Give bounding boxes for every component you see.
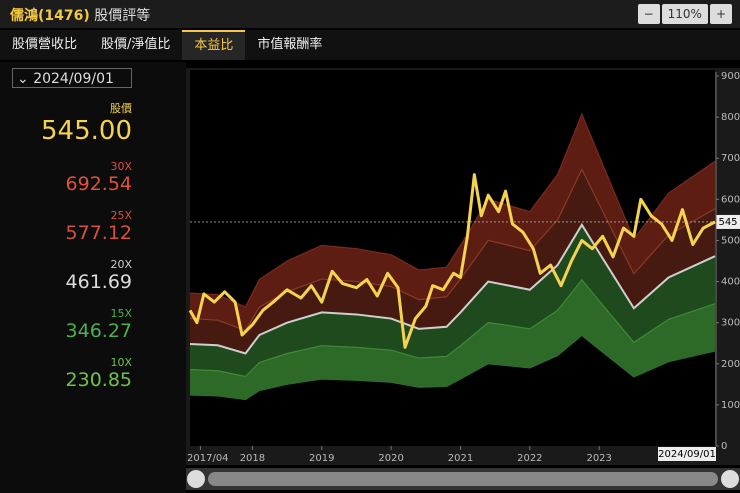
tab[interactable]: 市值報酬率 — [257, 37, 323, 52]
band-fill — [190, 169, 715, 354]
item-value: 461.69 — [65, 271, 132, 293]
price-tag — [716, 214, 740, 229]
sidebar: ⌄ 2024/09/01 股價 545.00 30X 692.54 25X 577.12 2… — [0, 62, 186, 493]
y-tick-label: 800 — [721, 112, 740, 123]
price-line — [188, 173, 716, 349]
scroll-left[interactable] — [187, 470, 205, 488]
x-tick-label: 2017/04 — [187, 453, 229, 464]
item-label: 20X — [110, 258, 132, 271]
tab[interactable]: 股價營收比 — [12, 37, 78, 52]
item-label: 15X — [110, 307, 132, 320]
stock-name: 儒鴻(1476) — [10, 8, 90, 24]
y-tick-label: 100 — [721, 400, 740, 411]
price-item: 20X 461.69 — [66, 258, 132, 293]
item-label: 25X — [110, 209, 132, 222]
zoom-in[interactable]: + — [709, 4, 732, 24]
header: 儒鴻(1476) 股價評等 −110% + — [0, 0, 740, 28]
zoom-level: 110% — [661, 4, 708, 24]
zoom: −110% + — [637, 4, 732, 24]
y-tick-label: 700 — [721, 153, 740, 164]
chart: 545 0 100 200 300 400 500 600 700 800 900 2017/04 20… — [186, 68, 740, 490]
item-label: 股價 — [110, 102, 132, 115]
item-value: 346.27 — [65, 320, 132, 342]
scroll-thumb[interactable] — [208, 472, 718, 486]
scroll-right[interactable] — [721, 470, 739, 488]
band-fill — [190, 114, 715, 331]
price-item: 10X 230.85 — [66, 356, 132, 391]
y-tick-label: 500 — [721, 235, 740, 246]
y-tick-label: 900 — [721, 71, 740, 82]
band-line — [189, 278, 716, 378]
x-tick-label: 2020 — [378, 453, 403, 464]
zoom-out[interactable]: − — [637, 4, 660, 24]
title-row: 儒鴻(1476) 股價評等 — [10, 5, 150, 25]
price-tag-label: 545 — [718, 217, 737, 228]
tab[interactable]: 本益比 — [182, 30, 246, 60]
y-tick-label: 300 — [721, 318, 740, 329]
band-fill — [190, 224, 715, 377]
x-tick-label: 2021 — [448, 453, 473, 464]
item-label: 30X — [110, 160, 132, 173]
band-line — [189, 334, 716, 401]
band-fill — [190, 279, 715, 400]
item-value: 230.85 — [65, 369, 132, 391]
item-value: 577.12 — [65, 222, 132, 244]
band-line — [189, 222, 716, 355]
item-value: 545.00 — [41, 116, 132, 146]
item-label: 10X — [110, 356, 132, 369]
band-line — [189, 112, 716, 308]
x-tick-label: 2018 — [240, 453, 265, 464]
price-item: 30X 692.54 — [66, 160, 132, 195]
x-tick-label: 2019 — [309, 453, 334, 464]
tab[interactable]: 股價/淨值比 — [101, 37, 171, 52]
date-tag — [658, 447, 716, 461]
item-value: 692.54 — [65, 173, 132, 195]
price-item: 25X 577.12 — [66, 209, 132, 244]
x-tick-label: 2023 — [586, 453, 611, 464]
price-item: 15X 346.27 — [66, 307, 132, 342]
tabs: 股價營收比 股價/淨值比 本益比 市值報酬率 — [0, 30, 740, 60]
y-tick-label: 0 — [721, 441, 727, 452]
x-tick-label: 2022 — [517, 453, 542, 464]
page-title: 股價評等 — [94, 8, 151, 24]
price-item: 股價 545.00 — [41, 100, 132, 146]
band-line — [189, 167, 716, 332]
date-tag-label: 2024/09/01 — [658, 449, 716, 460]
date-select[interactable]: ⌄ 2024/09/01 — [12, 68, 132, 88]
y-tick-label: 600 — [721, 194, 740, 205]
y-tick-label: 200 — [721, 359, 740, 370]
y-tick-label: 400 — [721, 277, 740, 288]
date: 2024/09/01 — [33, 71, 114, 87]
